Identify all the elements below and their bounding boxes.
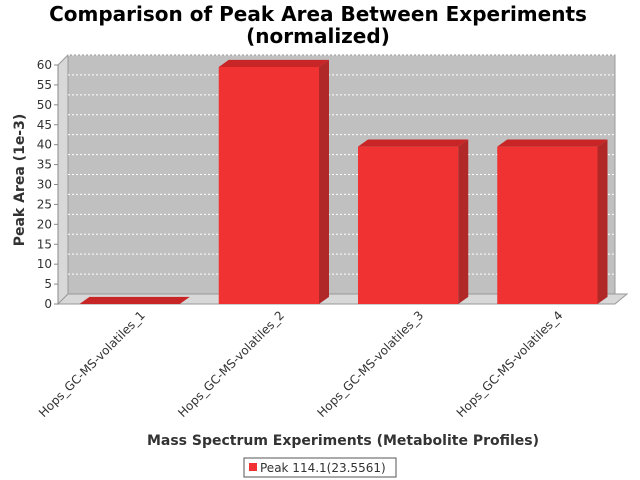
y-tick-label: 40 xyxy=(37,138,52,152)
bar-side xyxy=(319,59,330,304)
y-tick-label: 35 xyxy=(37,158,52,172)
bar xyxy=(218,59,330,304)
legend: Peak 114.1(23.5561) xyxy=(243,457,397,478)
bar-top xyxy=(497,139,608,147)
legend-entry: Peak 114.1(23.5561) xyxy=(260,461,386,475)
y-tick-label: 25 xyxy=(37,197,52,211)
y-tick-label: 5 xyxy=(44,277,52,291)
y-tick-label: 45 xyxy=(37,118,52,132)
bars xyxy=(79,59,608,304)
bar-front xyxy=(218,66,320,304)
bar-top xyxy=(79,296,190,304)
x-axis-label: Mass Spectrum Experiments (Metabolite Pr… xyxy=(147,433,539,449)
y-tick-label: 10 xyxy=(37,257,52,271)
y-tick-label: 55 xyxy=(37,78,52,92)
bar-top xyxy=(357,139,469,147)
bar-side xyxy=(458,139,469,304)
y-tick-label: 60 xyxy=(37,58,52,72)
legend-swatch xyxy=(249,463,257,471)
bar xyxy=(357,139,469,304)
legend-box xyxy=(243,457,397,478)
x-tick-label: Hops_GC-MS-volatiles_3 xyxy=(315,308,427,420)
y-tick-label: 30 xyxy=(37,178,52,192)
grid-lines xyxy=(68,54,615,275)
bar-side xyxy=(597,139,608,304)
x-axis: Hops_GC-MS-volatiles_1 Hops_GC-MS-volatil… xyxy=(36,308,565,420)
y-axis: 0 5 10 15 20 25 30 35 40 45 50 55 60 xyxy=(37,58,59,311)
bar xyxy=(497,139,608,304)
bar-front xyxy=(497,146,598,304)
y-tick-label: 15 xyxy=(37,237,52,251)
chart-title: Comparison of Peak Area Between Experime… xyxy=(49,2,587,26)
x-tick-label: Hops_GC-MS-volatiles_2 xyxy=(175,308,287,420)
bar xyxy=(79,296,190,304)
y-tick-label: 20 xyxy=(37,217,52,231)
bar-top xyxy=(218,59,330,67)
chart-subtitle: (normalized) xyxy=(246,24,390,48)
plot-left-wall xyxy=(57,53,69,306)
y-axis-label: Peak Area (1e-3) xyxy=(12,114,28,247)
x-tick-label: Hops_GC-MS-volatiles_4 xyxy=(454,308,566,420)
bar-front xyxy=(357,146,459,304)
y-tick-label: 0 xyxy=(44,297,52,311)
y-tick-label: 50 xyxy=(37,98,52,112)
x-tick-label: Hops_GC-MS-volatiles_1 xyxy=(36,308,148,420)
